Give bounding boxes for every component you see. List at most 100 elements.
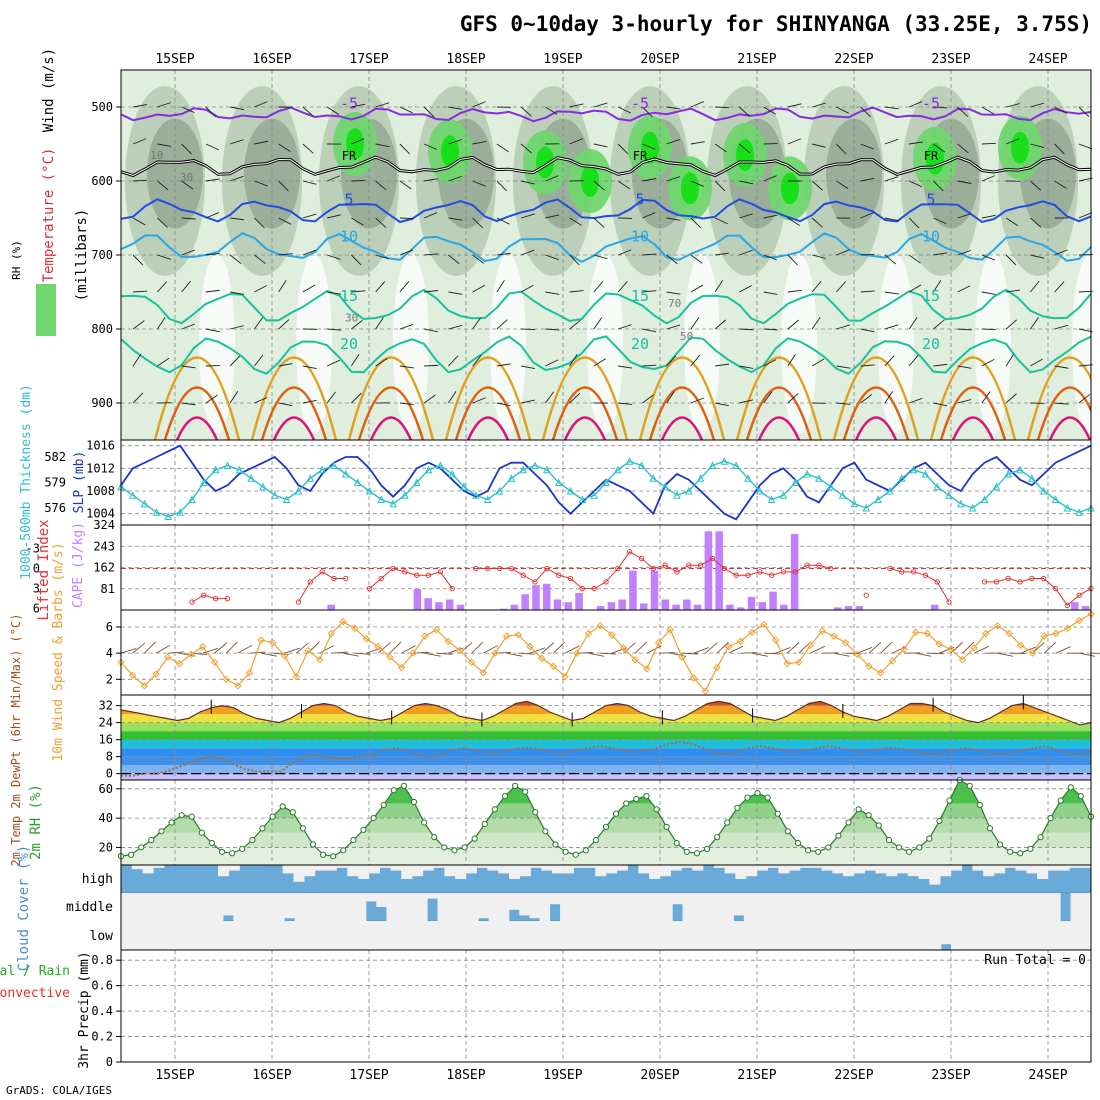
cloud-low-gap-60 [721, 921, 732, 950]
wind-marker-44 [631, 655, 639, 664]
cloud-low-gap-1 [131, 921, 142, 950]
temp-band-5 [121, 731, 1091, 740]
wind-barb [181, 323, 195, 330]
data-marks [117, 101, 1100, 950]
cloud-high-gap-37 [519, 865, 531, 877]
warm-isotherm-loop [347, 356, 435, 440]
wind-barb [181, 280, 191, 293]
thickness-marker-20 [353, 478, 362, 486]
wind-barb [811, 280, 822, 293]
cloud-middle-gap-28 [406, 893, 418, 921]
precip-tick-4: 0 [106, 1055, 113, 1069]
wind-barb [812, 143, 826, 148]
wind-barb [908, 317, 918, 330]
rh2m-marker-91 [1037, 834, 1044, 841]
wind-barb-10m-64 [868, 642, 882, 654]
cloud-middle-gap-45 [580, 893, 591, 921]
wind-barb-10m-18 [331, 651, 348, 654]
wind-marker-36 [538, 654, 546, 663]
wind-marker-11 [245, 669, 254, 677]
thickness-marker-27 [436, 461, 445, 469]
wind-barb [933, 180, 944, 192]
wind-barb [181, 180, 194, 190]
li-marker-45 [650, 565, 656, 572]
temp-tick-16: 16 [99, 733, 113, 747]
rh2m-marker-5 [168, 819, 175, 826]
thickness-marker-26 [424, 465, 433, 474]
cloud-middle-gap-89 [1029, 893, 1041, 921]
wind-barb [254, 254, 266, 264]
cloud-middle-gap-8 [202, 893, 214, 921]
rh-bright-core-1 [441, 135, 459, 168]
thickness-marker-54 [755, 486, 764, 495]
wind-marker-48 [678, 653, 686, 661]
temp-band-2 [121, 756, 1091, 766]
dewpoint-line [121, 740, 1092, 777]
wind-barb [739, 249, 753, 256]
temp-band-4 [121, 739, 1091, 749]
li-marker-28 [449, 585, 455, 592]
cape-bar-53 [693, 604, 702, 610]
wind-barb [351, 254, 362, 266]
thickness-marker-13 [270, 491, 279, 499]
rh2m-marker-78 [906, 848, 913, 855]
isotherm-label-5: 20 [631, 335, 649, 353]
temp-band-6 [121, 722, 1091, 732]
wind-barb [860, 290, 875, 293]
panel-frames [116, 69, 1092, 1063]
wind-marker-47 [666, 625, 674, 634]
temperature-axis-label: Temperature (°C) [41, 148, 57, 283]
thickness-marker-60 [826, 482, 835, 491]
warm-isotherm-loop [454, 386, 522, 440]
wind-barb [448, 254, 460, 265]
wind-barb [545, 328, 560, 331]
rh2m-marker-90 [1027, 845, 1034, 852]
wind-barb-10m-4 [167, 651, 184, 654]
wind-marker-69 [923, 629, 932, 638]
wind-barb [472, 101, 486, 108]
thickness-marker-38 [566, 486, 575, 495]
thickness-marker-51 [720, 457, 729, 465]
wind-barb [957, 328, 972, 331]
cape-tick-324: 324 [93, 518, 115, 532]
thickness-marker-3 [152, 508, 161, 516]
li-marker-35 [532, 579, 538, 585]
wind-barb [496, 319, 508, 330]
wind-barb-10m-68 [915, 652, 932, 657]
cloud-low-gap-47 [591, 921, 602, 950]
wind-barb [521, 328, 536, 331]
cloud-middle-gap-71 [845, 893, 857, 921]
rh-dry-column [296, 253, 332, 434]
wind-barb [836, 143, 847, 155]
thickness-marker-31 [483, 495, 492, 503]
date-bottom-22SEP: 22SEP [834, 1068, 873, 1083]
cloud-middle-gap-86 [999, 893, 1010, 921]
cloud-high-gap-49 [649, 865, 661, 879]
isotherm-4 [120, 288, 1092, 325]
cloud-middle-gap-65 [784, 893, 796, 921]
temp-band-3 [121, 748, 1091, 757]
wind-marker-55 [760, 620, 768, 629]
cloud-middle-gap-73 [866, 893, 877, 921]
cloud-low-gap-82 [941, 921, 952, 945]
cloud-low-gap-63 [751, 921, 762, 950]
cloud-low-gap-77 [891, 921, 902, 950]
cloud-high-gap-86 [1047, 865, 1059, 871]
wind-barb [642, 178, 657, 182]
wind-barb [739, 328, 754, 331]
wind-marker-2 [140, 682, 149, 690]
wind-barb [884, 324, 899, 330]
wind-barb-10m-11 [249, 651, 266, 654]
cloud-middle-gap-36 [488, 893, 500, 921]
precip-axis-label: 3hr Precip (mm) [77, 951, 92, 1068]
wind-marker-49 [689, 674, 698, 682]
li-marker-42 [615, 565, 621, 572]
wind-marker-70 [935, 640, 943, 648]
wind-barb [327, 291, 342, 295]
wind-barb [133, 290, 148, 293]
wind-marker-7 [199, 642, 207, 651]
cloud-middle-gap-7 [192, 893, 203, 921]
wind-barb-10m-9 [225, 641, 238, 654]
cloud-low-gap-38 [501, 921, 512, 950]
rh2m-marker-8 [198, 829, 205, 836]
